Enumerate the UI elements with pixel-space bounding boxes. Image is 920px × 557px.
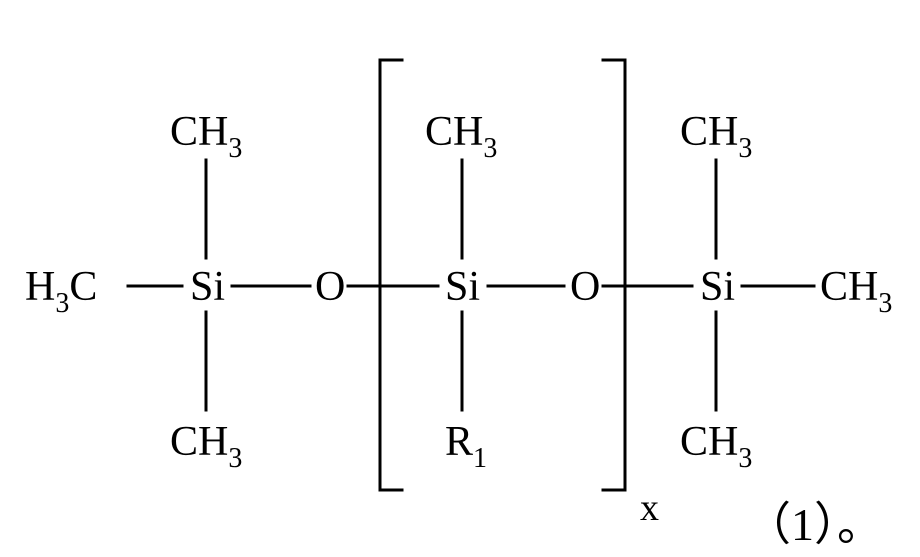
bracket-subscript: x (640, 487, 659, 529)
atom-left_Si: Si (190, 264, 225, 310)
atom-left_bot_CH3: CH3 (170, 419, 242, 474)
atom-left_H3C: H3C (25, 264, 97, 319)
atom-right_CH3: CH3 (820, 264, 892, 319)
atom-right_bot_CH3: CH3 (680, 419, 752, 474)
atom-O1: O (315, 264, 345, 310)
atom-mid_Si: Si (445, 264, 480, 310)
chemical-structure-diagram: x H3C Si CH3 CH3 O Si CH3 R1 O Si CH3 CH3 CH3 （1）。 (0, 0, 920, 552)
atom-mid_top_CH3: CH3 (425, 109, 497, 164)
atom-left_top_CH3: CH3 (170, 109, 242, 164)
atom-O2: O (570, 264, 600, 310)
atom-right_top_CH3: CH3 (680, 109, 752, 164)
formula-number-label: （1）。 (745, 499, 883, 550)
atom-right_Si: Si (700, 264, 735, 310)
atom-mid_bot_R1: R1 (445, 419, 487, 474)
